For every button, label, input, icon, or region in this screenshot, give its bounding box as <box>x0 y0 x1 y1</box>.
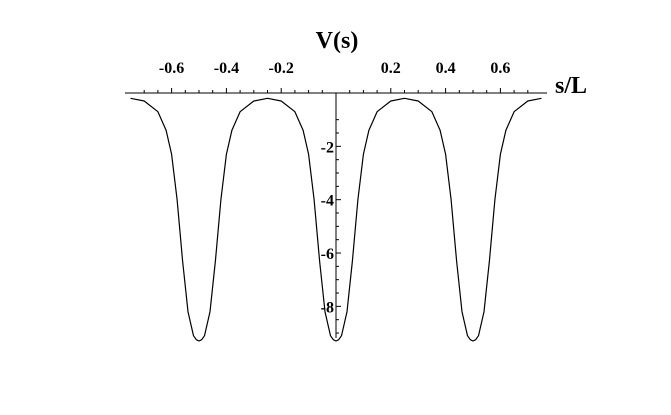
axes <box>125 92 547 338</box>
series-layer <box>130 97 542 342</box>
y-tick-label: -2 <box>321 139 334 156</box>
x-tick-label: -0.2 <box>269 60 294 77</box>
y-tick-label: -4 <box>321 193 334 210</box>
x-tick-label: -0.6 <box>159 60 184 77</box>
x-tick-label: 0.6 <box>490 60 510 77</box>
y-axis-title: V(s) <box>316 28 359 54</box>
x-tick-label: 0.4 <box>436 60 456 77</box>
x-tick-label: 0.2 <box>381 60 401 77</box>
potential-curve <box>130 97 542 342</box>
x-axis-title: s/L <box>555 73 587 99</box>
x-tick-label: -0.4 <box>214 60 239 77</box>
y-tick-label: -6 <box>321 246 334 263</box>
tick-labels: -0.6 -0.4 -0.2 0.2 0.4 0.6 -2 -4 -6 -8 <box>159 60 510 316</box>
ticks <box>143 88 529 334</box>
y-tick-label: -8 <box>321 299 334 316</box>
